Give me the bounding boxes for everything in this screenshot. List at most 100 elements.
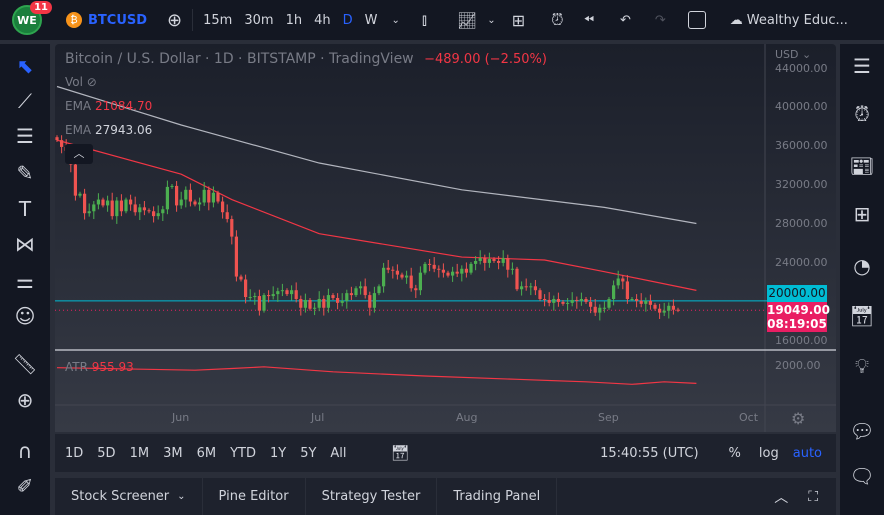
time-axis-tick: Sep bbox=[598, 411, 619, 424]
maximize-panel-icon[interactable]: ⛶ bbox=[808, 488, 818, 505]
candles-icon[interactable]: ⫾ bbox=[421, 10, 427, 29]
symbol-search[interactable]: BTCUSD bbox=[88, 12, 148, 28]
pattern-icon[interactable]: ⋈ bbox=[15, 232, 35, 256]
prediction-icon[interactable]: ⚌ bbox=[16, 269, 34, 293]
news-icon[interactable]: 📰︎ bbox=[849, 154, 875, 178]
hotlist-icon[interactable]: ◔ bbox=[853, 254, 871, 278]
candle-body bbox=[303, 299, 307, 308]
trendline-icon[interactable]: ⟋ bbox=[18, 89, 32, 113]
log-toggle[interactable]: log bbox=[758, 445, 779, 461]
ema-fast-line bbox=[56, 139, 697, 291]
indicators-icon[interactable]: 📈︎ bbox=[456, 10, 478, 30]
range-5d[interactable]: 5D bbox=[97, 445, 116, 461]
text-icon[interactable]: T bbox=[18, 197, 32, 221]
goto-date-icon[interactable]: 📅︎ bbox=[390, 444, 410, 462]
candle-body bbox=[78, 193, 82, 196]
logo[interactable]: WE 11 bbox=[12, 1, 52, 35]
candle-body bbox=[106, 200, 110, 206]
candle-body bbox=[198, 202, 202, 205]
candle-body bbox=[621, 278, 625, 282]
interval-15m[interactable]: 15m bbox=[203, 12, 233, 28]
candle-body bbox=[639, 300, 643, 304]
fib-icon[interactable]: ☰ bbox=[16, 124, 34, 148]
range-1d[interactable]: 1D bbox=[65, 445, 84, 461]
magnet-icon[interactable]: ∩ bbox=[17, 439, 33, 463]
utc-clock[interactable]: 15:40:55 (UTC) bbox=[600, 445, 699, 461]
ema-slow-legend[interactable]: EMA 27943.06 bbox=[65, 123, 152, 137]
range-6m[interactable]: 6M bbox=[196, 445, 217, 461]
auto-toggle[interactable]: auto bbox=[792, 445, 822, 461]
candle-body bbox=[225, 212, 229, 220]
range-5y[interactable]: 5Y bbox=[300, 445, 317, 461]
candle-body bbox=[345, 293, 349, 301]
watchlist-icon[interactable]: ☰ bbox=[853, 54, 871, 78]
volume-legend[interactable]: Vol ⊘ bbox=[65, 75, 97, 89]
atr-legend[interactable]: ATR 955.93 bbox=[65, 360, 134, 374]
price-change: −489.00 (−2.50%) bbox=[424, 52, 547, 67]
candle-body bbox=[193, 201, 197, 205]
currency-select[interactable]: USD ⌄ bbox=[775, 48, 812, 61]
lock-drawings-icon[interactable]: ✐ bbox=[16, 474, 34, 498]
tab-pine-editor[interactable]: Pine Editor bbox=[203, 478, 306, 515]
fullscreen-icon[interactable] bbox=[687, 11, 706, 29]
candle-body bbox=[432, 264, 436, 269]
cursor-icon[interactable]: ⬉ bbox=[16, 54, 34, 78]
chart-pane[interactable]: Bitcoin / U.S. Dollar · 1D · BITSTAMP · … bbox=[55, 44, 836, 432]
emoji-icon[interactable]: ☺ bbox=[14, 304, 36, 328]
candle-body bbox=[648, 300, 652, 305]
idea-icon[interactable]: 💡︎ bbox=[855, 354, 869, 378]
candle-body bbox=[418, 272, 422, 291]
interval-1h[interactable]: 1h bbox=[285, 12, 303, 28]
chevron-down-icon[interactable]: ⌄ bbox=[487, 14, 496, 26]
ruler-icon[interactable]: 📏︎ bbox=[12, 352, 38, 376]
candle-body bbox=[552, 298, 556, 303]
chat-icon[interactable]: 💬︎ bbox=[849, 419, 875, 443]
ema-slow-line bbox=[56, 85, 697, 225]
messages-icon[interactable]: 🗨︎ bbox=[849, 464, 875, 488]
candle-body bbox=[257, 296, 261, 311]
settings-gear-icon[interactable]: ⚙︎ bbox=[791, 409, 806, 428]
range-ytd[interactable]: YTD bbox=[230, 445, 256, 461]
interval-30m[interactable]: 30m bbox=[244, 12, 274, 28]
alarm-clock-icon[interactable]: ⏰︎ bbox=[854, 102, 870, 126]
alert-icon[interactable]: ⏰︎ bbox=[551, 10, 564, 29]
add-list-icon[interactable]: ⊞ bbox=[853, 202, 871, 226]
ema-fast-legend[interactable]: EMA 21084.70 bbox=[65, 99, 152, 113]
candle-body bbox=[336, 298, 340, 303]
tab-stock-screener[interactable]: Stock Screener ⌄ bbox=[55, 478, 203, 515]
atr-label: ATR bbox=[65, 360, 88, 374]
candle-body bbox=[299, 298, 303, 308]
candle-body bbox=[92, 204, 96, 212]
percent-toggle[interactable]: % bbox=[728, 445, 741, 461]
compare-add-icon[interactable]: ⊕ bbox=[167, 9, 183, 31]
chevron-down-icon[interactable]: ⌄ bbox=[391, 14, 400, 26]
range-all[interactable]: All bbox=[330, 445, 347, 461]
tab-strategy-tester[interactable]: Strategy Tester bbox=[306, 478, 438, 515]
collapse-panel-icon[interactable]: ︿ bbox=[774, 489, 789, 506]
candle-body bbox=[377, 286, 381, 294]
account-name[interactable]: Wealthy Educ... bbox=[746, 12, 848, 28]
candle-body bbox=[566, 302, 570, 304]
range-3m[interactable]: 3M bbox=[163, 445, 183, 461]
candle-body bbox=[497, 260, 501, 263]
range-1y[interactable]: 1Y bbox=[269, 445, 287, 461]
replay-icon[interactable]: ⏪︎ bbox=[583, 12, 594, 28]
tab-trading-panel[interactable]: Trading Panel bbox=[437, 478, 558, 515]
candle-body bbox=[267, 295, 271, 297]
chart-canvas[interactable] bbox=[55, 44, 836, 432]
interval-4h[interactable]: 4h bbox=[314, 12, 331, 28]
interval-d[interactable]: D bbox=[342, 12, 353, 28]
candle-body bbox=[184, 189, 188, 200]
time-axis-tick: Jun bbox=[172, 411, 190, 424]
candle-body bbox=[285, 290, 289, 295]
zoom-in-icon[interactable]: ⊕ bbox=[16, 388, 34, 412]
layout-icon[interactable]: ⊞ bbox=[511, 10, 526, 30]
cloud-icon[interactable]: ☁︎ bbox=[729, 12, 743, 28]
range-1m[interactable]: 1M bbox=[129, 445, 150, 461]
calendar-icon[interactable]: 📅︎ bbox=[849, 304, 875, 328]
hidden-eye-icon[interactable]: ⊘ bbox=[86, 75, 97, 89]
brush-icon[interactable]: ✎ bbox=[16, 161, 34, 185]
interval-w[interactable]: W bbox=[364, 12, 378, 28]
collapse-legend-button[interactable]: ︿ bbox=[65, 144, 93, 164]
undo-icon[interactable]: ↶ bbox=[619, 12, 631, 28]
